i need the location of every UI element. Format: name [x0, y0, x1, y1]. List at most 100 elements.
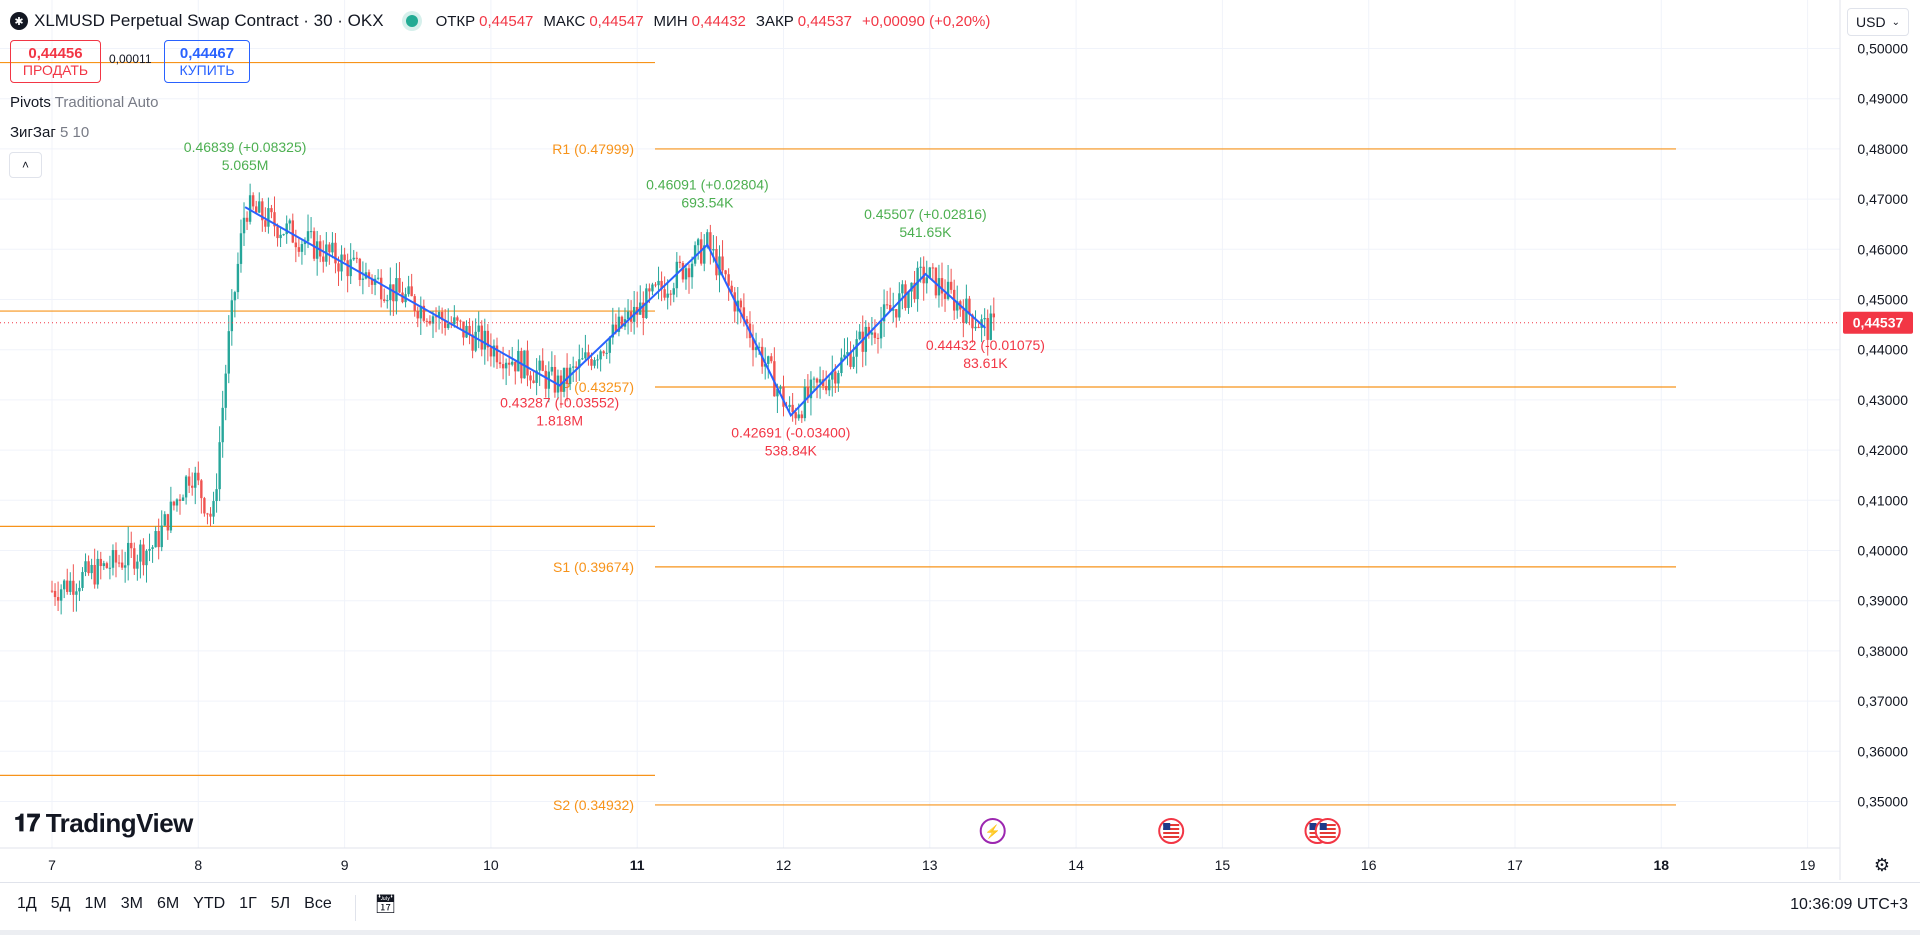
candle-body [392, 284, 395, 302]
candle-body [361, 278, 365, 280]
candle-body [718, 256, 721, 276]
zigzag-price-label: 0.46091 (+0.02804) [646, 177, 769, 193]
candle-body [541, 360, 544, 371]
sell-button[interactable]: 0,44456 ПРОДАТЬ [10, 40, 101, 83]
candle-body [940, 278, 944, 294]
candle-body [157, 531, 160, 548]
candle-body [56, 597, 60, 601]
lightning-glyph: ⚡ [985, 824, 1001, 840]
flag-stripe [1319, 832, 1336, 834]
candle-body [815, 378, 819, 383]
settings-icon: ⚙ [1874, 855, 1890, 875]
flag-canton [1319, 823, 1327, 830]
candle-body [181, 497, 185, 501]
flag-canton [1163, 823, 1171, 830]
candle-body [355, 257, 358, 259]
candle-body [480, 325, 483, 350]
xlm-logo-icon: ✱ [10, 12, 28, 30]
candle-body [773, 361, 776, 397]
candle-body [608, 337, 611, 353]
candle-body [62, 580, 66, 590]
range-all-button[interactable]: Все [304, 895, 332, 912]
pivots-name: Pivots [10, 94, 51, 111]
symbol-title[interactable]: XLMUSD Perpetual Swap Contract · 30 · OK… [34, 11, 384, 30]
zigzag-price-label: 0.45507 (+0.02816) [864, 206, 987, 222]
range-1y-button[interactable]: 1Г [239, 895, 257, 912]
candle-body [75, 591, 78, 595]
candle-body [419, 305, 422, 319]
price-chart[interactable]: 0,35000 0,36000 0,37000 0,38000 0,39000 0,400… [0, 0, 1920, 880]
currency-label: USD [1856, 14, 1886, 30]
candle-body [581, 358, 584, 360]
price-tick-label: 0,43000 [1857, 392, 1908, 408]
flag-stripe [1319, 824, 1336, 826]
candle-body [386, 300, 389, 302]
zigzag-indicator-legend[interactable]: ЗигЗаг 5 10 [10, 124, 89, 141]
candle-body [669, 293, 672, 295]
candle-body [657, 280, 660, 286]
candle-body [154, 531, 157, 548]
candle-body [727, 274, 730, 286]
candle-body [142, 544, 145, 566]
pivot-label: R1 (0.47999) [552, 141, 634, 157]
range-6m-button[interactable]: 6М [156, 895, 180, 912]
candle-body [882, 304, 886, 322]
time-tick-label: 7 [48, 857, 56, 873]
candle-body [532, 380, 535, 383]
us-flag-icon [1314, 818, 1341, 844]
candle-body [258, 201, 261, 213]
price-tick-label: 0,46000 [1857, 241, 1908, 257]
go-to-date-icon[interactable]: 📅︎ [374, 894, 397, 914]
clock-timezone[interactable]: 10:36:09 UTC+3 [1790, 896, 1908, 913]
candle-body [117, 562, 121, 564]
us-flag-icon [1158, 818, 1185, 844]
candle-body [687, 268, 691, 278]
candle-body [352, 257, 355, 260]
candle-body [172, 501, 176, 506]
candle-body [907, 291, 910, 308]
candle-body [535, 370, 538, 383]
candle-body [797, 414, 800, 419]
pivots-indicator-legend[interactable]: Pivots Traditional Auto [10, 94, 158, 111]
market-status-icon[interactable] [405, 15, 418, 27]
candle-body [794, 412, 797, 419]
candle-body [346, 260, 349, 277]
price-tick-label: 0,45000 [1857, 292, 1908, 308]
range-ytd-button[interactable]: YTD [193, 895, 226, 912]
candle-body [584, 352, 587, 359]
candle-body [742, 307, 746, 320]
candle-body [913, 282, 916, 300]
candle-body [495, 345, 499, 363]
candle-body [684, 268, 688, 280]
candle-body [178, 499, 182, 501]
bottom-toolbar: 1Д 5Д 1М 3М 6М YTD 1Г 5Л Все 📅︎ 10:36:09… [0, 882, 1920, 930]
currency-selector[interactable]: USD ⌄ [1847, 8, 1909, 36]
candle-body [855, 339, 858, 357]
price-tick-label: 0,41000 [1857, 492, 1908, 508]
zigzag-volume-label: 5.065M [222, 157, 269, 173]
tradingview-logo[interactable]: 𝟏𝟕 TradingView [14, 808, 193, 839]
candle-body [431, 316, 435, 324]
range-5d-button[interactable]: 5Д [50, 895, 71, 912]
candle-body [300, 244, 304, 252]
collapse-legend-button[interactable]: ˄ [9, 152, 42, 178]
range-1d-button[interactable]: 1Д [17, 895, 37, 912]
candle-body [270, 208, 273, 213]
candle-body [203, 498, 206, 514]
candle-body [251, 195, 255, 207]
candle-body [504, 362, 508, 369]
range-1m-button[interactable]: 1М [84, 895, 107, 912]
candle-body [59, 589, 63, 601]
price-tick-label: 0,36000 [1857, 743, 1908, 759]
candle-body [242, 217, 246, 234]
candle-body [261, 201, 264, 221]
range-3m-button[interactable]: 3М [120, 895, 143, 912]
candle-body [407, 286, 410, 295]
range-5y-button[interactable]: 5Л [270, 895, 291, 912]
candle-body [834, 371, 837, 384]
buy-label: КУПИТЬ [179, 61, 235, 78]
candle-body [611, 324, 615, 338]
buy-button[interactable]: 0,44467 КУПИТЬ [164, 40, 250, 83]
flag-stripe [1319, 828, 1336, 830]
candle-body [831, 371, 834, 380]
